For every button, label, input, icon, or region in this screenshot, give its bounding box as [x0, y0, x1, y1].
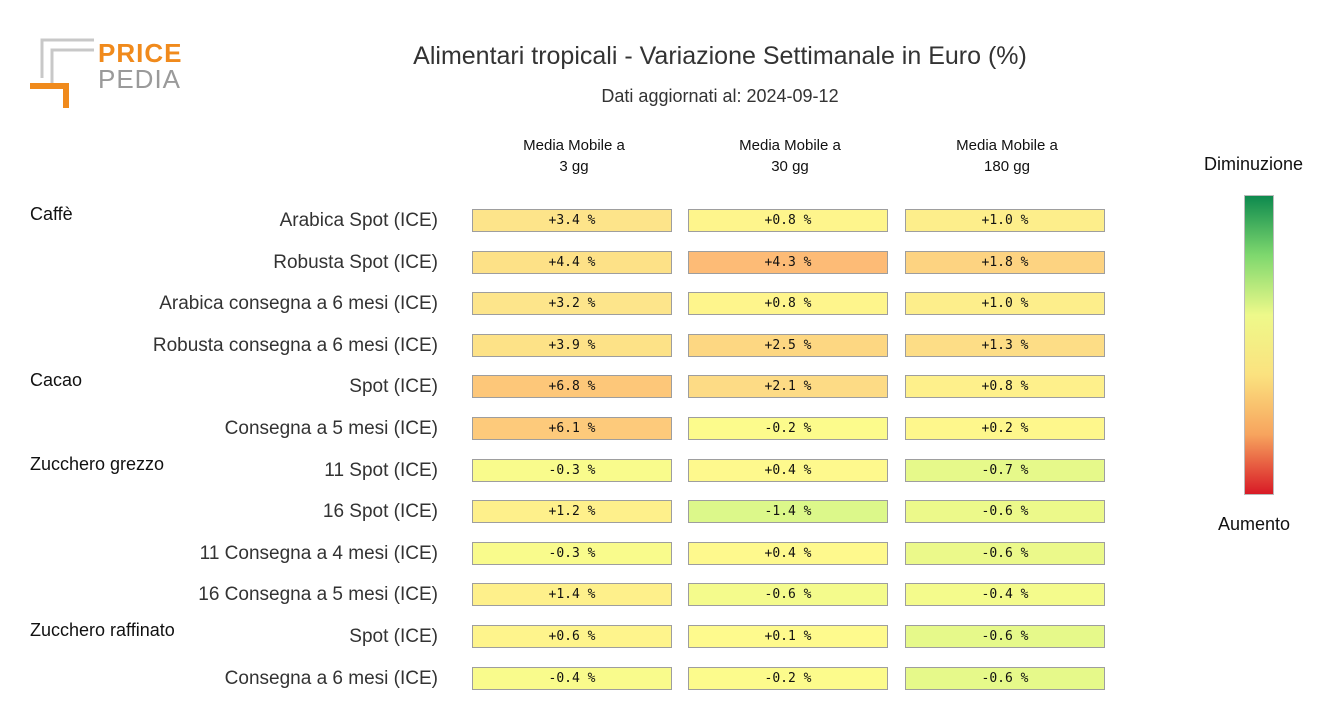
row-label: Spot (ICE) — [349, 376, 438, 398]
row-label: Robusta Spot (ICE) — [273, 251, 438, 273]
heatmap-cell: -0.2 % — [688, 417, 888, 440]
row-label: Arabica consegna a 6 mesi (ICE) — [159, 293, 438, 315]
heatmap-cell: +6.1 % — [472, 417, 672, 440]
heatmap-cell: +2.1 % — [688, 375, 888, 399]
logo-mark-icon — [30, 38, 94, 108]
heatmap-cell: -0.6 % — [688, 583, 888, 607]
column-header: Media Mobile a 30 gg — [739, 137, 841, 175]
heatmap-cell: -0.4 % — [905, 583, 1105, 607]
chart-subtitle: Dati aggiornati al: 2024-09-12 — [601, 86, 839, 106]
heatmap-cell: +4.4 % — [472, 250, 672, 274]
heatmap-cell: +0.2 % — [905, 417, 1105, 440]
row-label: 11 Spot (ICE) — [324, 459, 438, 481]
heatmap-cell: +0.4 % — [688, 541, 888, 565]
heatmap-cell: -0.7 % — [905, 458, 1105, 482]
group-label: Zucchero raffinato — [30, 620, 175, 640]
group-label: Cacao — [30, 370, 83, 391]
heatmap-cell: -0.6 % — [905, 625, 1105, 648]
row-label: Spot (ICE) — [349, 626, 438, 647]
row-label: 16 Spot (ICE) — [322, 501, 438, 523]
row-label: Consegna a 5 mesi (ICE) — [224, 418, 438, 439]
row-label: Consegna a 6 mesi (ICE) — [224, 667, 438, 689]
heatmap-cell: -0.6 % — [905, 666, 1105, 690]
heatmap-cell: +3.2 % — [472, 292, 672, 316]
column-header: Media Mobile a 180 gg — [956, 137, 1058, 175]
heatmap-cell: +0.1 % — [688, 625, 888, 648]
heatmap-cell: +6.8 % — [472, 375, 672, 399]
heatmap-cell: +0.6 % — [472, 625, 672, 648]
heatmap-cell: +1.3 % — [905, 333, 1105, 357]
heatmap-cell: +1.0 % — [905, 209, 1105, 232]
row-label: Robusta consegna a 6 mesi (ICE) — [152, 334, 438, 356]
heatmap-cell: +0.8 % — [688, 292, 888, 316]
row-label: 16 Consegna a 5 mesi (ICE) — [198, 584, 438, 606]
heatmap-cell: +3.9 % — [472, 333, 672, 357]
logo-text-pedia: PEDIA — [98, 64, 182, 94]
column-header: Media Mobile a 3 gg — [523, 137, 625, 175]
logo-text-price: PRICE — [98, 38, 183, 68]
legend-label-bottom: Aumento — [1218, 514, 1291, 534]
pricepedia-logo: PRICE PEDIA — [28, 36, 188, 112]
row-label: 11 Consegna a 4 mesi (ICE) — [199, 542, 438, 564]
legend-label-top: Diminuzione — [1204, 154, 1304, 174]
heatmap-cell: -0.3 % — [472, 458, 672, 482]
color-scale-bar — [1244, 195, 1274, 495]
heatmap-cell: -0.3 % — [472, 541, 672, 565]
heatmap-cell: +2.5 % — [688, 333, 888, 357]
heatmap-cell: +1.0 % — [905, 292, 1105, 316]
heatmap-cell: +3.4 % — [472, 209, 672, 232]
heatmap-cell: +0.4 % — [688, 458, 888, 482]
heatmap-cell: -1.4 % — [688, 500, 888, 524]
row-label: Arabica Spot (ICE) — [279, 210, 438, 231]
heatmap-cell: -0.4 % — [472, 666, 672, 690]
heatmap-cell: -0.6 % — [905, 500, 1105, 524]
group-label: Caffè — [30, 204, 73, 224]
heatmap-cell: +1.8 % — [905, 250, 1105, 274]
heatmap-cell: +0.8 % — [688, 209, 888, 232]
heatmap-cell: +4.3 % — [688, 250, 888, 274]
heatmap-cell: +0.8 % — [905, 375, 1105, 399]
heatmap-cell: +1.4 % — [472, 583, 672, 607]
heatmap-cell: -0.6 % — [905, 541, 1105, 565]
group-label: Zucchero grezzo — [30, 453, 165, 474]
heatmap-cell: +1.2 % — [472, 500, 672, 524]
chart-title: Alimentari tropicali - Variazione Settim… — [413, 42, 1027, 70]
heatmap-cell: -0.2 % — [688, 666, 888, 690]
